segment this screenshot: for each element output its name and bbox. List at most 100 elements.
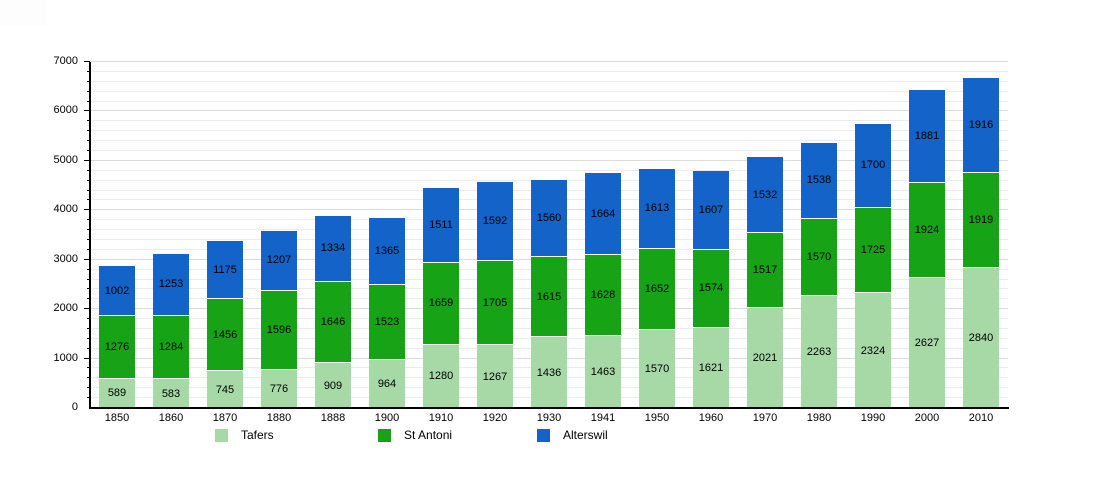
bar-value-label: 1705 xyxy=(482,296,508,309)
gridline xyxy=(90,61,1008,62)
gridline xyxy=(90,80,1008,82)
bar-segment-tafers-1980: 2263 xyxy=(801,296,837,408)
legend-label: Alterswil xyxy=(563,428,608,442)
x-tick-label: 1930 xyxy=(536,412,562,424)
y-major-tick xyxy=(84,159,90,161)
bar-value-label: 1659 xyxy=(428,297,454,310)
gridline xyxy=(90,130,1008,132)
legend-item-alterswil: Alterswil xyxy=(537,428,608,442)
bar-value-label: 1916 xyxy=(968,118,994,131)
y-major-tick xyxy=(84,258,90,260)
gridline xyxy=(90,140,1008,142)
bar-value-label: 1646 xyxy=(320,315,346,328)
bar-segment-tafers-1960: 1621 xyxy=(693,327,729,408)
y-major-tick xyxy=(84,209,90,211)
x-tick-label: 1950 xyxy=(644,412,670,424)
bar-value-label: 1532 xyxy=(752,188,778,201)
bar-segment-st-antoni-1960: 1574 xyxy=(693,250,729,328)
bar-value-label: 1570 xyxy=(644,363,670,376)
bar-segment-st-antoni-1970: 1517 xyxy=(747,233,783,309)
bar-value-label: 1628 xyxy=(590,288,616,301)
bar-value-label: 1538 xyxy=(806,174,832,187)
bar-value-label: 2840 xyxy=(968,331,994,344)
bar-segment-st-antoni-1990: 1725 xyxy=(855,207,891,294)
y-minor-tick xyxy=(87,80,90,82)
bar-value-label: 745 xyxy=(215,383,235,396)
bar-value-label: 1615 xyxy=(536,290,562,303)
bar-segment-alterswil-1920: 1592 xyxy=(477,182,513,262)
bar-segment-tafers-2010: 2840 xyxy=(963,267,999,408)
gridline xyxy=(90,70,1008,72)
bar-segment-alterswil-2010: 1916 xyxy=(963,78,999,173)
bar-segment-st-antoni-1870: 1456 xyxy=(207,299,243,372)
y-minor-tick xyxy=(87,140,90,142)
y-minor-tick xyxy=(87,367,90,369)
x-tick-label: 1910 xyxy=(428,412,454,424)
bar-value-label: 1436 xyxy=(536,366,562,379)
bar-value-label: 1613 xyxy=(644,202,670,215)
bar-segment-tafers-1930: 1436 xyxy=(531,337,567,408)
bar-value-label: 1664 xyxy=(590,207,616,220)
bar-segment-st-antoni-1930: 1615 xyxy=(531,257,567,338)
bar-segment-alterswil-1870: 1175 xyxy=(207,241,243,300)
bar-value-label: 1596 xyxy=(266,323,292,336)
bar-value-label: 1207 xyxy=(266,254,292,267)
y-minor-tick xyxy=(87,248,90,250)
y-minor-tick xyxy=(87,100,90,102)
bar-segment-st-antoni-1941: 1628 xyxy=(585,255,621,336)
bar-segment-alterswil-1910: 1511 xyxy=(423,188,459,263)
bar-segment-alterswil-2000: 1881 xyxy=(909,90,945,184)
bar-segment-tafers-1860: 583 xyxy=(153,379,189,408)
bar-segment-alterswil-1900: 1365 xyxy=(369,217,405,286)
y-tick-label: 4000 xyxy=(53,203,78,216)
x-tick-label: 1880 xyxy=(266,412,292,424)
bar-segment-tafers-1888: 909 xyxy=(315,363,351,408)
bar-value-label: 1652 xyxy=(644,283,670,296)
bar-segment-st-antoni-1880: 1596 xyxy=(261,290,297,370)
bar-value-label: 583 xyxy=(161,387,181,400)
x-tick-label: 1870 xyxy=(212,412,238,424)
legend-swatch xyxy=(378,428,391,442)
y-minor-tick xyxy=(87,397,90,399)
y-minor-tick xyxy=(87,318,90,320)
y-axis: 0 1000 2000 3000 4000 5000 6000 7000 xyxy=(0,55,90,413)
x-tick-label: 2010 xyxy=(968,412,994,424)
gridline xyxy=(90,90,1008,92)
y-minor-tick xyxy=(87,377,90,379)
bar-segment-st-antoni-1920: 1705 xyxy=(477,261,513,346)
x-tick-label: 1900 xyxy=(374,412,400,424)
bar-segment-tafers-1941: 1463 xyxy=(585,335,621,408)
y-tick-label: 1000 xyxy=(53,351,78,364)
bar-segment-alterswil-1941: 1664 xyxy=(585,172,621,256)
bar-value-label: 1280 xyxy=(428,370,454,383)
bar-segment-tafers-2000: 2627 xyxy=(909,278,945,408)
y-minor-tick xyxy=(87,169,90,171)
bar-value-label: 1334 xyxy=(320,242,346,255)
bar-value-label: 1725 xyxy=(860,244,886,257)
bar-value-label: 2324 xyxy=(860,344,886,357)
bar-segment-alterswil-1860: 1253 xyxy=(153,253,189,316)
gridline xyxy=(90,110,1008,112)
bar-value-label: 1456 xyxy=(212,328,238,341)
bar-segment-st-antoni-2000: 1924 xyxy=(909,183,945,279)
bar-segment-tafers-1900: 964 xyxy=(369,360,405,408)
gridline xyxy=(90,120,1008,122)
bar-value-label: 1365 xyxy=(374,244,400,257)
y-minor-tick xyxy=(87,387,90,389)
bar-segment-tafers-1910: 1280 xyxy=(423,344,459,408)
bar-value-label: 1592 xyxy=(482,215,508,228)
x-tick-label: 1970 xyxy=(752,412,778,424)
bar-value-label: 1284 xyxy=(158,340,184,353)
y-tick-label: 0 xyxy=(71,401,78,413)
bar-value-label: 1175 xyxy=(213,263,237,276)
y-tick-label: 3000 xyxy=(53,252,78,265)
bar-value-label: 2021 xyxy=(752,352,778,365)
y-tick-label: 2000 xyxy=(53,302,78,315)
bar-value-label: 1621 xyxy=(698,361,724,374)
bar-value-label: 776 xyxy=(269,382,289,395)
bar-value-label: 2627 xyxy=(914,337,940,350)
bar-value-label: 964 xyxy=(377,378,397,391)
y-minor-tick xyxy=(87,199,90,201)
y-tick-label: 6000 xyxy=(53,104,78,117)
